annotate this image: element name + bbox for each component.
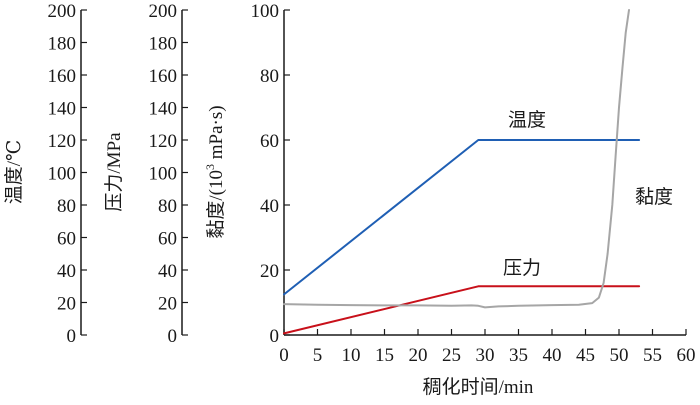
x-tick-label: 20: [409, 345, 428, 366]
x-axis: 0 5 10 15 20 25 30 35 40 45 50 55 60 稠化时间/min: [279, 329, 696, 398]
temp-tick-label: 160: [48, 66, 77, 87]
viscosity-line: [283, 9, 630, 309]
temp-tick-label: 80: [57, 196, 76, 217]
pressure-tick-label: 180: [149, 34, 178, 55]
viscosity-axis-ticks: 0 20 40 60 80 100: [251, 1, 290, 347]
viscosity-tick-label: 0: [270, 326, 280, 347]
temperature-axis-ticks: 0 20 40 60 80 100 120 140 160 180 200: [48, 1, 87, 347]
series-label-pressure: 压力: [503, 257, 541, 279]
x-tick-label: 35: [509, 345, 528, 366]
series-layer: [283, 9, 641, 335]
x-tick-label: 60: [677, 345, 696, 366]
viscosity-tick-label: 40: [260, 196, 279, 217]
series-label-temperature: 温度: [508, 109, 546, 131]
x-tick-label: 0: [279, 345, 289, 366]
pressure-line: [283, 285, 641, 335]
temp-tick-label: 180: [48, 34, 77, 55]
x-tick-label: 50: [610, 345, 629, 366]
pressure-tick-label: 40: [158, 261, 177, 282]
x-axis-ticks: 0 5 10 15 20 25 30 35 40 45 50 55 60: [279, 329, 696, 366]
pressure-axis-title: 压力/MPa: [103, 132, 125, 212]
viscosity-axis: 0 20 40 60 80 100 黏度/(103 mPa·s): [203, 1, 290, 347]
pressure-tick-label: 80: [158, 196, 177, 217]
temp-tick-label: 40: [57, 261, 76, 282]
temp-tick-label: 20: [57, 294, 76, 315]
pressure-tick-label: 60: [158, 229, 177, 250]
x-tick-label: 40: [543, 345, 562, 366]
x-tick-label: 10: [342, 345, 361, 366]
viscosity-tick-label: 60: [260, 131, 279, 152]
viscosity-tick-label: 100: [251, 1, 280, 22]
x-tick-label: 25: [442, 345, 461, 366]
pressure-axis: 0 20 40 60 80 100 120 140 160 180 200 压力/MPa: [103, 1, 188, 347]
x-tick-label: 5: [313, 345, 323, 366]
x-tick-label: 15: [375, 345, 394, 366]
x-tick-label: 55: [643, 345, 662, 366]
temp-tick-label: 140: [48, 99, 77, 120]
viscosity-axis-title-prefix: 黏度/(10: [205, 170, 227, 239]
viscosity-axis-title-suffix: mPa·s): [206, 105, 227, 164]
viscosity-tick-label: 80: [260, 66, 279, 87]
viscosity-axis-title-sup: 3: [203, 164, 217, 170]
pressure-tick-label: 20: [158, 294, 177, 315]
pressure-tick-label: 120: [149, 131, 178, 152]
temperature-axis: 0 20 40 60 80 100 120 140 160 180 200 温度/℃: [3, 1, 87, 347]
temp-tick-label: 60: [57, 229, 76, 250]
temp-tick-label: 120: [48, 131, 77, 152]
pressure-tick-label: 200: [149, 1, 178, 22]
series-label-viscosity: 黏度: [635, 186, 673, 208]
viscosity-tick-label: 20: [260, 261, 279, 282]
x-axis-title: 稠化时间/min: [423, 376, 534, 398]
pressure-tick-label: 160: [149, 66, 178, 87]
x-tick-label: 45: [576, 345, 595, 366]
temp-tick-label: 0: [67, 326, 77, 347]
pressure-tick-label: 100: [149, 164, 178, 185]
pressure-tick-label: 140: [149, 99, 178, 120]
temp-tick-label: 100: [48, 164, 77, 185]
x-tick-label: 30: [476, 345, 495, 366]
pressure-axis-ticks: 0 20 40 60 80 100 120 140 160 180 200: [149, 1, 188, 347]
temperature-line: [283, 139, 641, 296]
viscosity-axis-title: 黏度/(103 mPa·s): [203, 105, 227, 238]
series-labels: 温度 压力 黏度: [503, 109, 673, 279]
temperature-axis-title: 温度/℃: [3, 140, 25, 205]
pressure-tick-label: 0: [168, 326, 178, 347]
temp-tick-label: 200: [48, 1, 77, 22]
